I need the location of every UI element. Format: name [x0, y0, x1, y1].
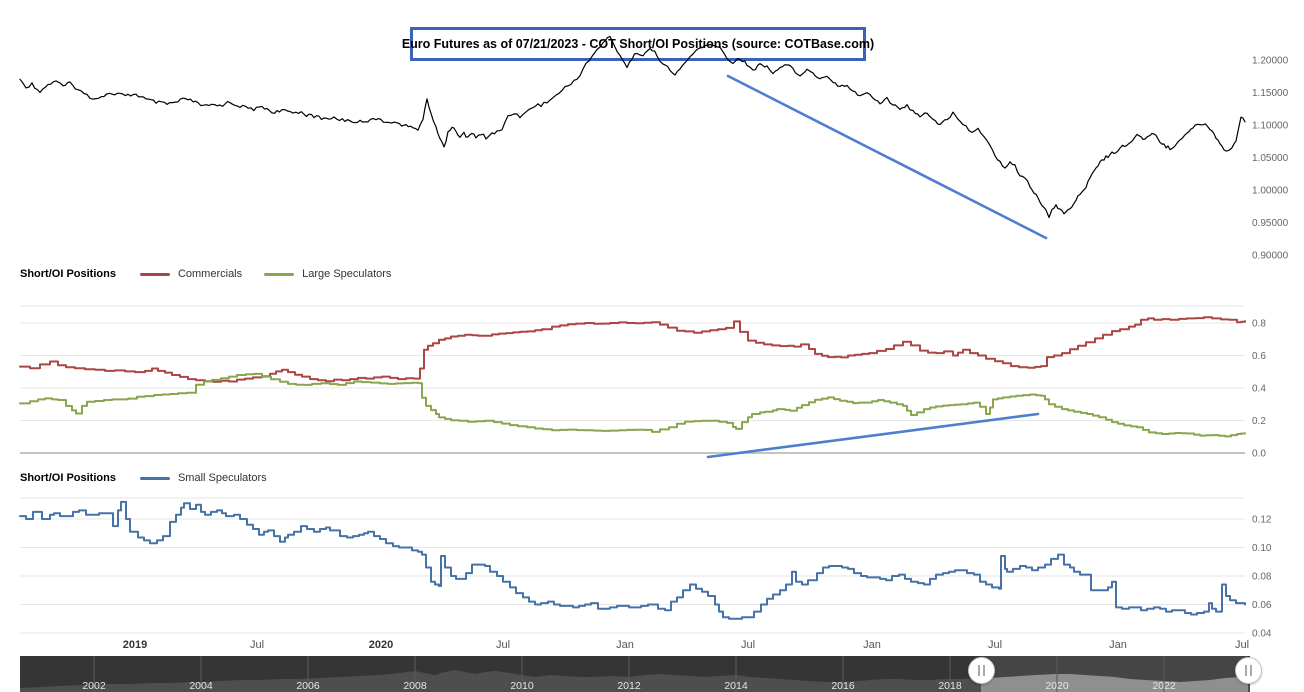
- commercials-series-path: [19, 316, 1246, 383]
- x-axis-label: Jul: [496, 639, 510, 651]
- y-axis-label: 0.10: [1252, 543, 1272, 554]
- x-axis-label: Jan: [616, 639, 634, 651]
- y-axis-label: 1.10000: [1252, 121, 1289, 132]
- navigator-year-label: 2016: [831, 680, 855, 692]
- navigator-year-label: 2002: [82, 680, 106, 692]
- navigator-year-label: 2004: [189, 680, 213, 692]
- x-axis-label: Jul: [741, 639, 755, 651]
- y-axis-label: 0.95000: [1252, 218, 1289, 229]
- x-axis-label: Jul: [1235, 639, 1249, 651]
- navigator-handle-right[interactable]: [1234, 657, 1262, 684]
- x-axis-label: Jan: [1109, 639, 1127, 651]
- y-axis-label: 1.05000: [1252, 153, 1289, 164]
- chart-title: Euro Futures as of 07/21/2023 - COT Shor…: [401, 37, 875, 51]
- grip-bar-icon: [1249, 665, 1252, 676]
- price-series-path: [19, 35, 1246, 219]
- y-axis-label: 0.4: [1252, 384, 1266, 395]
- large-speculators-series-path: [19, 372, 1246, 438]
- navigator-year-label: 2012: [617, 680, 641, 692]
- navigator-year-label: 2022: [1152, 680, 1176, 692]
- y-axis-label: 0.90000: [1252, 251, 1289, 262]
- y-axis-label: 0.04: [1252, 629, 1272, 640]
- y-axis-label: 0.08: [1252, 572, 1272, 583]
- y-axis-label: 1.00000: [1252, 186, 1289, 197]
- legend-item-label: Large Speculators: [302, 268, 392, 280]
- large-speculators-line-icon: [264, 272, 295, 276]
- x-axis-label: 2020: [369, 639, 393, 651]
- x-axis-label: Jul: [988, 639, 1002, 651]
- y-axis-label: 0.6: [1252, 351, 1266, 362]
- legend-item-commercials[interactable]: Commercials: [139, 268, 243, 280]
- y-axis-label: 0.8: [1252, 319, 1266, 330]
- navigator-year-label: 2020: [1045, 680, 1069, 692]
- chart-title-box: Euro Futures as of 07/21/2023 - COT Shor…: [402, 27, 874, 61]
- legend-item-label: Small Speculators: [177, 472, 267, 484]
- x-axis-label: 2019: [123, 639, 147, 651]
- legend-item-label: Commercials: [177, 268, 243, 280]
- small-speculators-series-path: [19, 500, 1246, 620]
- y-axis-label: 0.06: [1252, 600, 1272, 611]
- navigator-year-label: 2010: [510, 680, 534, 692]
- commercials-line-icon: [139, 272, 170, 276]
- x-axis-label: Jan: [863, 639, 881, 651]
- y-axis-label: 1.20000: [1252, 56, 1289, 67]
- y-axis-label: 0.0: [1252, 449, 1266, 460]
- grip-bar-icon: [982, 665, 985, 676]
- legend-item-small-speculators[interactable]: Small Speculators: [139, 472, 267, 484]
- navigator-year-label: 2006: [296, 680, 320, 692]
- small-speculators-line-icon: [139, 476, 170, 480]
- y-axis-label: 1.15000: [1252, 88, 1289, 99]
- navigator-year-label: 2018: [938, 680, 962, 692]
- legend-short-oi-bottom: Short/OI Positions Small Speculators: [20, 471, 289, 485]
- legend-title: Short/OI Positions: [20, 472, 116, 484]
- navigator-selected-area: [981, 674, 1248, 692]
- navigator-year-label: 2008: [403, 680, 427, 692]
- trendline-annotation: [706, 412, 1040, 459]
- navigator-year-label: 2014: [724, 680, 748, 692]
- y-axis-label: 0.2: [1252, 416, 1266, 427]
- legend-title: Short/OI Positions: [20, 268, 116, 280]
- x-axis-label: Jul: [250, 639, 264, 651]
- navigator-series-area: [20, 670, 1250, 692]
- legend-short-oi-mid: Short/OI Positions Commercials Large Spe…: [20, 267, 413, 281]
- grip-bar-icon: [1244, 665, 1247, 676]
- grip-bar-icon: [977, 665, 980, 676]
- navigator-handle-left[interactable]: [967, 657, 995, 684]
- trendline-annotation: [726, 74, 1048, 240]
- legend-item-large-speculators[interactable]: Large Speculators: [264, 268, 391, 280]
- y-axis-label: 0.12: [1252, 515, 1272, 526]
